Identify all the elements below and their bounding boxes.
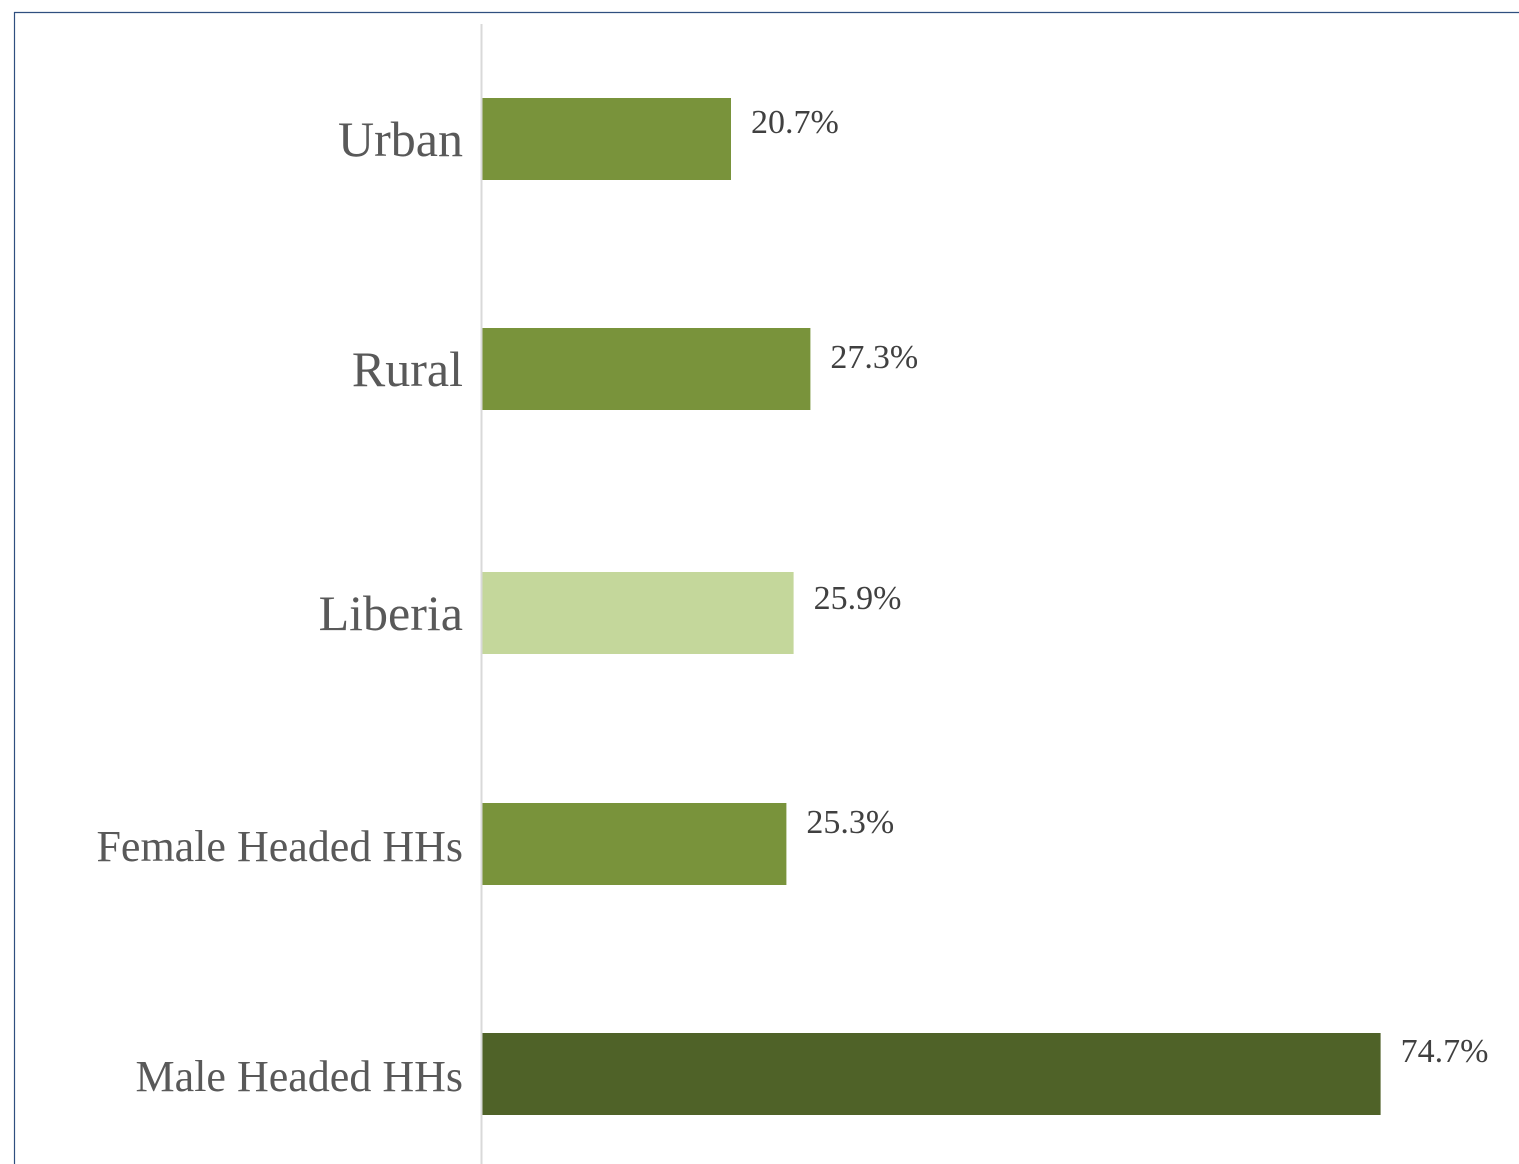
- data-label-1: 27.3%: [830, 339, 918, 376]
- bars-layer: [482, 98, 1381, 1115]
- bar-2: [482, 572, 794, 654]
- data-label-4: 74.7%: [1401, 1033, 1489, 1070]
- bar-0: [482, 98, 731, 180]
- category-label-3: Female Headed HHs: [96, 822, 463, 871]
- labels-layer: Urban 20.7% Rural 27.3% Liberia 25.9% Female H…: [96, 104, 1488, 1101]
- data-label-0: 20.7%: [751, 104, 839, 141]
- bar-3: [482, 803, 787, 885]
- bar-1: [482, 328, 811, 410]
- category-label-4: Male Headed HHs: [136, 1052, 463, 1101]
- data-label-2: 25.9%: [814, 580, 902, 617]
- category-label-0: Urban: [338, 111, 463, 167]
- category-label-1: Rural: [352, 341, 463, 397]
- data-label-3: 25.3%: [806, 804, 894, 841]
- bar-4: [482, 1033, 1381, 1115]
- category-label-2: Liberia: [319, 585, 463, 641]
